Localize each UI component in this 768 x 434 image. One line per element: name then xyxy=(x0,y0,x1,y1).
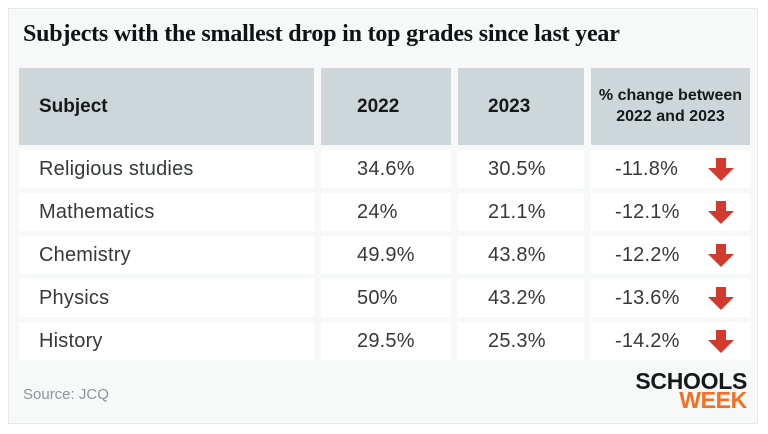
down-arrow-icon xyxy=(708,243,734,267)
table-cell-2023: 21.1% xyxy=(458,193,584,231)
column-header-subject: Subject xyxy=(19,68,314,145)
table-cell-subject: Chemistry xyxy=(19,236,314,274)
down-arrow-icon xyxy=(708,157,734,181)
change-value: -12.2% xyxy=(615,243,680,266)
table-cell-subject: Religious studies xyxy=(19,150,314,188)
change-value: -13.6% xyxy=(615,286,680,309)
column-header-2023: 2023 xyxy=(458,68,584,145)
table-cell-2023: 43.2% xyxy=(458,279,584,317)
table-cell-change: -14.2% xyxy=(591,322,750,360)
table-cell-change: -12.1% xyxy=(591,193,750,231)
logo-text-week: WEEK xyxy=(679,386,747,413)
change-value: -11.8% xyxy=(615,157,679,180)
change-value: -12.1% xyxy=(615,200,680,223)
change-value: -14.2% xyxy=(615,329,680,352)
table-cell-subject: Mathematics xyxy=(19,193,314,231)
table-cell-subject: Physics xyxy=(19,279,314,317)
chart-title: Subjects with the smallest drop in top g… xyxy=(23,21,620,47)
table-cell-2023: 30.5% xyxy=(458,150,584,188)
table-cell-2022: 29.5% xyxy=(321,322,451,360)
schools-week-logo: SCHOOLS WEEK xyxy=(635,367,747,413)
table-cell-2023: 25.3% xyxy=(458,322,584,360)
logo-text-schools: SCHOOLS xyxy=(635,367,747,394)
table-cell-2022: 49.9% xyxy=(321,236,451,274)
down-arrow-icon xyxy=(708,200,734,224)
infographic-panel: Subjects with the smallest drop in top g… xyxy=(8,8,758,424)
table-cell-2022: 24% xyxy=(321,193,451,231)
table-cell-change: -13.6% xyxy=(591,279,750,317)
table-cell-2022: 50% xyxy=(321,279,451,317)
table-cell-subject: History xyxy=(19,322,314,360)
column-header-2022: 2022 xyxy=(321,68,451,145)
column-header-change: % change between 2022 and 2023 xyxy=(591,68,750,145)
down-arrow-icon xyxy=(708,329,734,353)
table-cell-change: -12.2% xyxy=(591,236,750,274)
table-cell-2023: 43.8% xyxy=(458,236,584,274)
table-cell-2022: 34.6% xyxy=(321,150,451,188)
source-credit: Source: JCQ xyxy=(23,386,109,403)
table-cell-change: -11.8% xyxy=(591,150,750,188)
down-arrow-icon xyxy=(708,286,734,310)
data-table: Subject 2022 2023 % change between 2022 … xyxy=(19,68,750,360)
